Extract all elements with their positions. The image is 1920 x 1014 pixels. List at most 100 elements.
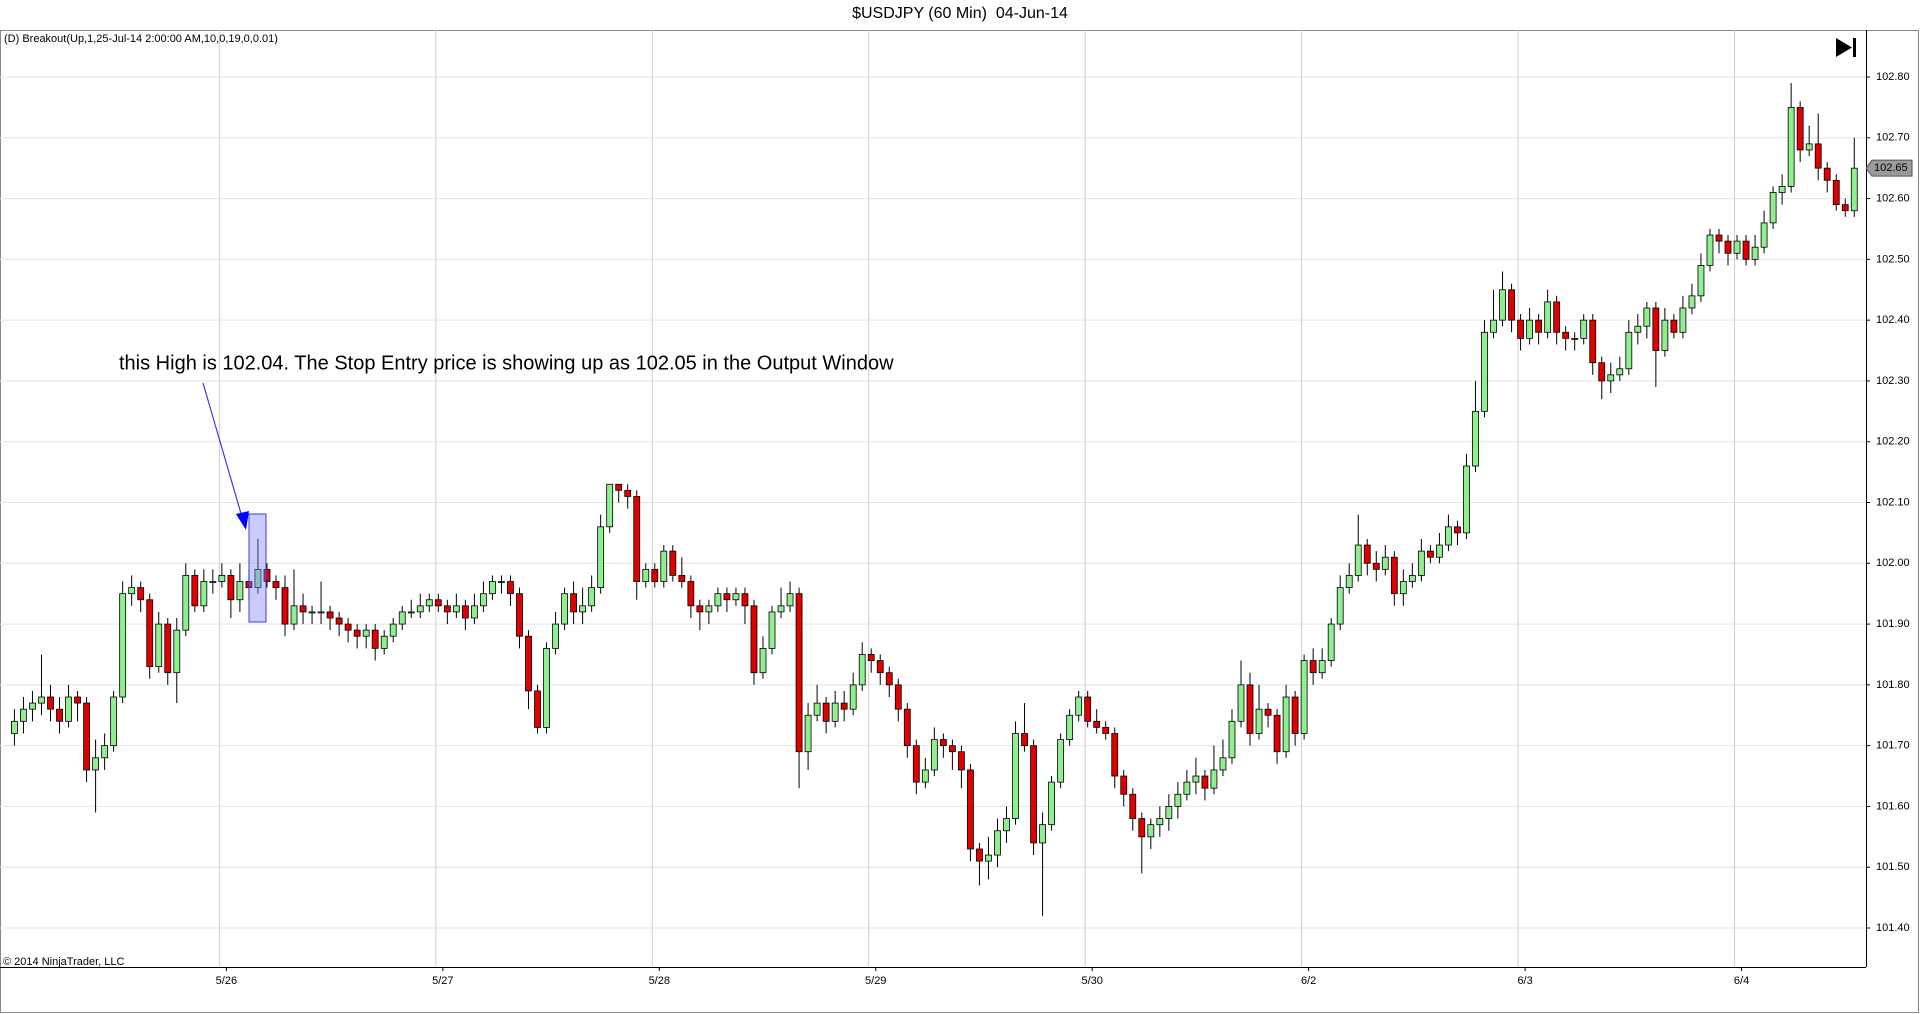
- y-tick-label: 102.10: [1876, 496, 1910, 508]
- candle-body: [425, 599, 433, 607]
- frame: [0, 30, 1919, 1013]
- candle-body: [759, 647, 767, 674]
- candle-body: [741, 593, 749, 607]
- candle-body: [1399, 581, 1407, 595]
- candle-body: [1562, 331, 1570, 339]
- x-tick-label: 6/3: [1517, 975, 1532, 987]
- candle-body: [1454, 526, 1461, 534]
- candle-body: [389, 623, 397, 637]
- candle-body: [552, 623, 559, 649]
- candle-body: [65, 696, 72, 722]
- candle-body: [1850, 167, 1858, 212]
- candle-body: [1318, 660, 1326, 674]
- candle-body: [146, 599, 154, 668]
- candle-body: [236, 581, 244, 601]
- y-tick-label: 101.70: [1876, 740, 1910, 752]
- candle-body: [317, 611, 325, 614]
- candle-body: [597, 526, 605, 588]
- candle-body: [398, 611, 406, 625]
- candle-body: [669, 550, 677, 576]
- candle-body: [407, 611, 415, 614]
- candle-body: [1607, 374, 1615, 382]
- candle-body: [1751, 246, 1759, 260]
- candle-body: [470, 605, 478, 619]
- candle-body: [128, 587, 136, 595]
- candle-body: [1661, 319, 1669, 351]
- y-tick-label: 101.60: [1876, 800, 1910, 812]
- candle-body: [200, 581, 208, 607]
- candle-body: [1823, 167, 1831, 181]
- candle-body: [579, 605, 587, 613]
- candle-body: [1445, 526, 1452, 546]
- candle-body: [867, 654, 875, 661]
- candle-body: [813, 702, 821, 716]
- candle-body: [416, 605, 424, 613]
- candle-body: [1129, 793, 1137, 819]
- candle-body: [1174, 793, 1182, 807]
- candle-body: [1769, 192, 1777, 224]
- y-tick-label: 101.80: [1876, 679, 1910, 691]
- candle-body: [1670, 319, 1678, 333]
- candle-body: [452, 605, 460, 613]
- candle-body: [903, 708, 911, 747]
- play-icon-bar[interactable]: [1853, 38, 1856, 57]
- chart-title: $USDJPY (60 Min) 04-Jun-14: [852, 5, 1068, 22]
- candle-body: [1517, 319, 1524, 339]
- candle-body: [263, 568, 271, 582]
- candle-body: [1697, 265, 1705, 297]
- candle-body: [290, 605, 298, 625]
- candle-body: [489, 581, 496, 595]
- play-button[interactable]: [1836, 38, 1856, 57]
- candle-body: [1111, 733, 1119, 777]
- candle-body: [56, 708, 63, 722]
- candle-body: [1598, 362, 1606, 382]
- candle-body: [1354, 544, 1362, 576]
- candle-body: [191, 575, 199, 607]
- candle-body: [1075, 696, 1083, 716]
- candle-body: [588, 587, 596, 607]
- candle-body: [976, 848, 983, 862]
- candle-body: [1417, 550, 1425, 576]
- x-tick-label: 5/30: [1081, 975, 1102, 987]
- candle-body: [642, 568, 650, 582]
- candle-body: [1499, 289, 1506, 321]
- candle-body: [155, 623, 163, 668]
- candle-body: [507, 581, 514, 595]
- candle-body: [443, 605, 451, 613]
- candle-body: [930, 739, 938, 771]
- candle-body: [849, 684, 857, 710]
- x-tick-label: 5/27: [432, 975, 453, 987]
- play-icon[interactable]: [1836, 38, 1852, 57]
- candle-body: [831, 702, 839, 722]
- candle-body: [840, 702, 848, 710]
- candle-body: [461, 605, 469, 619]
- candle-body: [1246, 684, 1254, 734]
- candle-body: [858, 654, 866, 686]
- candle-body: [1643, 307, 1651, 327]
- candle-body: [1724, 240, 1732, 254]
- candle-body: [1436, 544, 1443, 558]
- last-price-tag: [1865, 159, 1913, 177]
- candle-body: [164, 623, 172, 674]
- candle-body: [822, 702, 830, 722]
- candle-body: [1021, 733, 1028, 747]
- candle-body: [83, 702, 90, 771]
- candle-body: [876, 660, 884, 674]
- candle-body: [1787, 106, 1795, 187]
- candle-body: [47, 696, 54, 710]
- candle-body: [768, 611, 776, 649]
- candle-body: [1544, 301, 1552, 333]
- candle-body: [1372, 562, 1380, 570]
- x-tick-label: 6/4: [1734, 975, 1749, 987]
- candle-body: [525, 635, 532, 692]
- candle-body: [308, 611, 316, 614]
- candle-body: [1327, 623, 1335, 661]
- annotation-arrow: [202, 382, 243, 518]
- candle-body: [1733, 240, 1741, 254]
- candle-body: [1084, 696, 1092, 722]
- candle-body: [1201, 775, 1209, 789]
- candle-body: [272, 581, 280, 588]
- candle-body: [786, 593, 794, 607]
- candle-body: [254, 568, 262, 588]
